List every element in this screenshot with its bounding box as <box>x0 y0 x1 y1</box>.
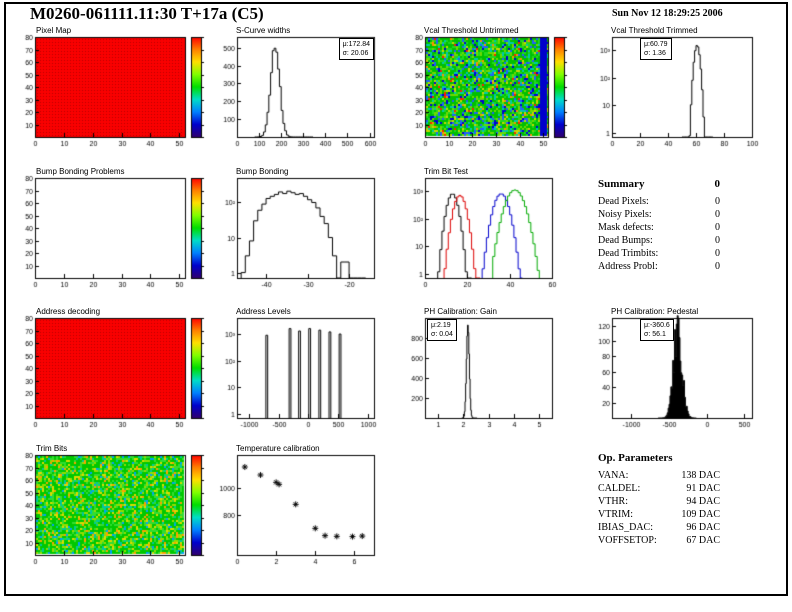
address-decoding-title: Address decoding <box>36 307 101 316</box>
bump-bonding-problems-title: Bump Bonding Problems <box>36 167 125 176</box>
address-decoding-canvas <box>10 306 210 436</box>
bump-bonding-title: Bump Bonding <box>236 167 289 176</box>
ph-pedestal-stats-box: μ:-360.6 σ: 56.1 <box>640 319 674 341</box>
op-parameter-row: VTHR: 94 DAC <box>598 495 720 508</box>
summary-row: Dead Pixels: 0 <box>598 195 720 208</box>
summary-row: Noisy Pixels: 0 <box>598 208 720 221</box>
vcal-untrimmed-canvas <box>398 25 578 155</box>
vcal-trimmed-canvas <box>585 25 770 155</box>
summary-row-value: 0 <box>715 248 720 259</box>
op-parameter-value: 94 DAC <box>686 496 720 507</box>
stat-sigma: σ: 20.06 <box>342 50 369 57</box>
stat-sigma: σ: 1.36 <box>644 50 666 57</box>
trim-bits-canvas <box>10 443 210 573</box>
op-parameter-label: VTRIM: <box>598 509 633 520</box>
stat-mean: μ:2.19 <box>431 322 451 329</box>
summary-row-value: 0 <box>715 222 720 233</box>
pixel-map-title: Pixel Map <box>36 26 72 35</box>
timestamp: Sun Nov 12 18:29:25 2006 <box>612 8 723 19</box>
summary-header: Summary 0 <box>598 178 720 190</box>
summary-row-label: Noisy Pixels: <box>598 209 652 220</box>
s-curve-stats-box: μ:172.84 σ: 20.06 <box>338 38 374 60</box>
op-parameter-label: VANA: <box>598 470 629 481</box>
trim-bits-title: Trim Bits <box>36 444 68 453</box>
summary-row-value: 0 <box>715 235 720 246</box>
chart-vcal-trimmed: Vcal Threshold Trimmed μ:60.79 σ: 1.36 <box>585 25 770 155</box>
op-parameter-value: 91 DAC <box>686 483 720 494</box>
chart-trim-bit-test: Trim Bit Test <box>398 166 578 296</box>
op-parameters-header: Op. Parameters <box>598 452 720 464</box>
summary-row-value: 0 <box>715 209 720 220</box>
chart-address-decoding: Address decoding <box>10 306 210 436</box>
stat-sigma: σ: 0.04 <box>431 331 453 338</box>
summary-row-label: Dead Trimbits: <box>598 248 659 259</box>
op-parameters-panel: Op. Parameters VANA: 138 DAC CALDEL: 91 … <box>598 452 720 547</box>
ph-pedestal-canvas <box>585 306 770 436</box>
summary-row: Dead Trimbits: 0 <box>598 247 720 260</box>
temperature-calibration-canvas <box>210 443 385 573</box>
chart-ph-pedestal: PH Calibration: Pedestal μ:-360.6 σ: 56.… <box>585 306 770 436</box>
op-parameter-row: VTRIM: 109 DAC <box>598 508 720 521</box>
op-parameter-row: IBIAS_DAC: 96 DAC <box>598 521 720 534</box>
chart-pixel-map: Pixel Map <box>10 25 210 155</box>
address-levels-canvas <box>210 306 385 436</box>
op-parameters-title: Op. Parameters <box>598 452 673 464</box>
vcal-trimmed-stats-box: μ:60.79 σ: 1.36 <box>640 38 672 60</box>
trim-bit-test-title: Trim Bit Test <box>424 167 469 176</box>
op-parameter-row: VANA: 138 DAC <box>598 469 720 482</box>
op-parameter-row: CALDEL: 91 DAC <box>598 482 720 495</box>
op-parameter-label: VTHR: <box>598 496 628 507</box>
summary-row-label: Address Probl: <box>598 261 658 272</box>
op-parameter-label: VOFFSETOP: <box>598 535 657 546</box>
summary-row-label: Mask defects: <box>598 222 654 233</box>
op-parameter-value: 138 DAC <box>681 470 720 481</box>
vcal-untrimmed-title: Vcal Threshold Untrimmed <box>424 26 519 35</box>
summary-title: Summary <box>598 178 645 190</box>
summary-row-value: 0 <box>715 196 720 207</box>
bump-bonding-canvas <box>210 166 385 296</box>
chart-bump-bonding: Bump Bonding <box>210 166 385 296</box>
op-parameter-label: CALDEL: <box>598 483 641 494</box>
s-curve-widths-title: S-Curve widths <box>236 26 291 35</box>
ph-pedestal-title: PH Calibration: Pedestal <box>611 307 699 316</box>
op-parameter-value: 96 DAC <box>686 522 720 533</box>
ph-gain-stats-box: μ:2.19 σ: 0.04 <box>427 319 457 341</box>
summary-row: Address Probl: 0 <box>598 260 720 273</box>
ph-gain-canvas <box>398 306 578 436</box>
pixel-map-canvas <box>10 25 210 155</box>
address-levels-title: Address Levels <box>236 307 291 316</box>
chart-s-curve-widths: S-Curve widths μ:172.84 σ: 20.06 <box>210 25 385 155</box>
op-parameter-row: VOFFSETOP: 67 DAC <box>598 534 720 547</box>
chart-temperature-calibration: Temperature calibration <box>210 443 385 573</box>
bump-bonding-problems-canvas <box>10 166 210 296</box>
trim-bit-test-canvas <box>398 166 578 296</box>
summary-row-value: 0 <box>715 261 720 272</box>
page-title: M0260-061111.11:30 T+17a (C5) <box>30 4 264 23</box>
summary-panel: Summary 0 Dead Pixels: 0 Noisy Pixels: 0… <box>598 178 720 273</box>
stat-mean: μ:172.84 <box>342 41 370 48</box>
summary-row: Dead Bumps: 0 <box>598 234 720 247</box>
chart-vcal-untrimmed: Vcal Threshold Untrimmed <box>398 25 578 155</box>
op-parameter-label: IBIAS_DAC: <box>598 522 654 533</box>
summary-total: 0 <box>714 178 721 190</box>
chart-address-levels: Address Levels <box>210 306 385 436</box>
chart-trim-bits: Trim Bits <box>10 443 210 573</box>
ph-gain-title: PH Calibration: Gain <box>424 307 497 316</box>
op-parameter-value: 67 DAC <box>686 535 720 546</box>
stat-mean: μ:60.79 <box>644 41 668 48</box>
summary-row-label: Dead Bumps: <box>598 235 653 246</box>
summary-row: Mask defects: 0 <box>598 221 720 234</box>
chart-ph-gain: PH Calibration: Gain μ:2.19 σ: 0.04 <box>398 306 578 436</box>
stat-mean: μ:-360.6 <box>644 322 670 329</box>
vcal-trimmed-title: Vcal Threshold Trimmed <box>611 26 698 35</box>
summary-row-label: Dead Pixels: <box>598 196 649 207</box>
stat-sigma: σ: 56.1 <box>644 331 666 338</box>
chart-bump-bonding-problems: Bump Bonding Problems <box>10 166 210 296</box>
temperature-calibration-title: Temperature calibration <box>236 444 320 453</box>
op-parameter-value: 109 DAC <box>681 509 720 520</box>
